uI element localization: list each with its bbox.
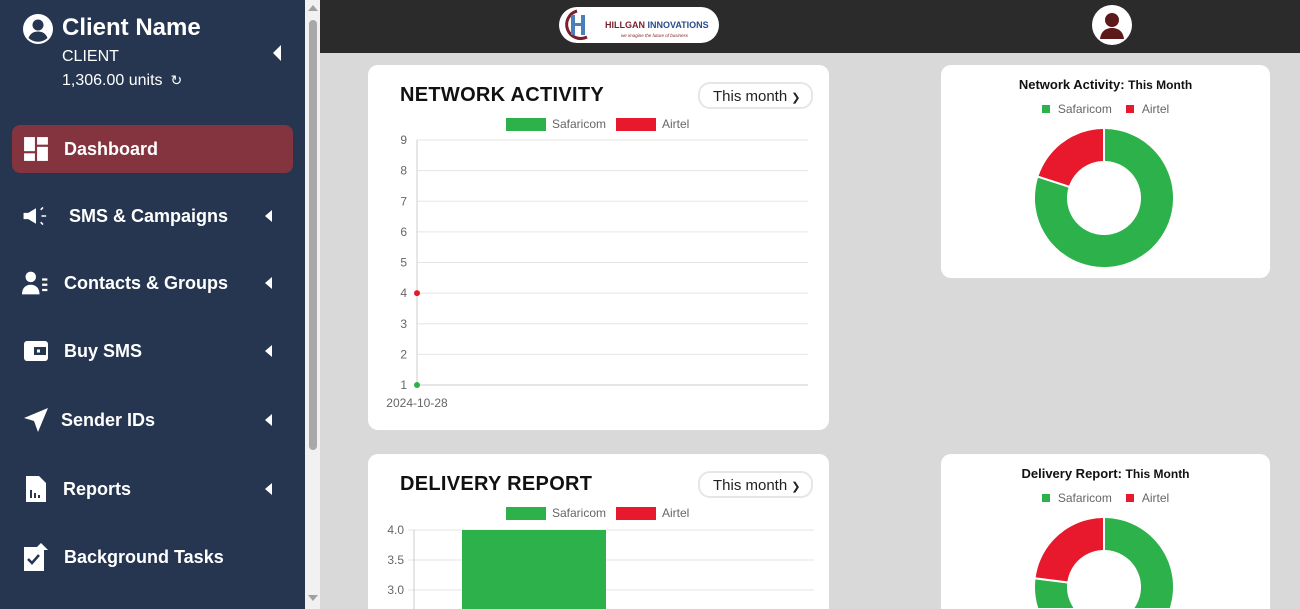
user-circle-icon: [23, 14, 53, 44]
y-tick-label: 5: [400, 256, 407, 270]
y-tick-label: 8: [400, 164, 407, 178]
units-balance: 1,306.00 units ↻: [62, 72, 182, 90]
data-point-safaricom: [414, 382, 420, 388]
legend-safaricom[interactable]: Safaricom: [1041, 102, 1112, 116]
sidebar-item-background-tasks[interactable]: Background Tasks: [12, 533, 293, 581]
scrollbar-thumb[interactable]: [309, 20, 317, 450]
megaphone-icon: [22, 202, 50, 230]
donut-title: Delivery Report: This Month: [941, 466, 1270, 481]
dashboard-icon: [22, 135, 50, 163]
y-tick-label: 6: [400, 225, 407, 239]
y-tick-label: 9: [400, 133, 407, 147]
sidebar-item-contacts-groups[interactable]: Contacts & Groups: [12, 259, 293, 307]
y-tick-label: 3.5: [387, 553, 404, 567]
legend-label: Airtel: [662, 506, 689, 520]
donut-title-text: Delivery Report:: [1021, 466, 1122, 481]
chevron-down-icon: ❯: [791, 481, 801, 493]
svg-text:we imagine the future of busin: we imagine the future of business: [621, 33, 689, 38]
units-value: 1,306.00 units: [62, 72, 163, 89]
delivery-report-card: DELIVERY REPORT This month ❯ Safaricom Air…: [368, 454, 829, 609]
sidebar: Client Name CLIENT 1,306.00 units ↻ Dashb…: [0, 0, 305, 609]
period-select[interactable]: This month ❯: [698, 82, 813, 109]
caret-left-icon: [265, 210, 272, 222]
sidebar-item-sender-ids[interactable]: Sender IDs: [12, 396, 293, 444]
sidebar-item-dashboard[interactable]: Dashboard: [12, 125, 293, 173]
y-tick-label: 4: [400, 286, 407, 300]
card-title: NETWORK ACTIVITY: [400, 84, 605, 106]
caret-left-icon: [265, 277, 272, 289]
x-tick-label: 2024-10-28: [386, 396, 448, 410]
legend-label: Safaricom: [552, 506, 606, 520]
client-role: CLIENT: [62, 48, 119, 65]
paper-plane-icon: [22, 406, 50, 434]
top-bar: HILLGAN INNOVATIONS we imagine the futur…: [320, 0, 1300, 53]
card-title: DELIVERY REPORT: [400, 473, 593, 495]
legend-label: Safaricom: [552, 117, 606, 131]
collapse-sidebar-button[interactable]: [273, 45, 281, 61]
y-tick-label: 2: [400, 347, 407, 361]
sidebar-item-label: Background Tasks: [64, 546, 224, 567]
data-point-airtel: [414, 290, 420, 297]
legend-swatch: [506, 507, 546, 520]
legend-label: Airtel: [662, 117, 689, 131]
sidebar-scrollbar[interactable]: [305, 0, 320, 609]
y-tick-label: 7: [400, 194, 407, 208]
refresh-icon[interactable]: ↻: [170, 72, 183, 88]
bar-safaricom: [462, 530, 606, 609]
sidebar-item-reports[interactable]: Reports: [12, 465, 293, 513]
legend-airtel[interactable]: Airtel: [1125, 102, 1169, 116]
legend-swatch: [506, 118, 546, 131]
donut-legend: Safaricom Airtel: [941, 102, 1270, 116]
sidebar-item-label: Dashboard: [64, 138, 159, 159]
contacts-icon: [22, 269, 50, 297]
wallet-icon: [22, 337, 50, 365]
donut-slice-airtel: [1033, 516, 1105, 584]
network-activity-card: NETWORK ACTIVITY This month ❯ Safaricom Ai…: [368, 65, 829, 430]
donut-legend: Safaricom Airtel: [941, 491, 1270, 505]
scroll-down-icon[interactable]: [308, 595, 318, 601]
delivery-donut-chart: [1033, 516, 1175, 609]
donut-slice-airtel: [1036, 127, 1105, 188]
sidebar-item-label: Contacts & Groups: [64, 272, 229, 293]
period-select-value: This month: [713, 477, 788, 494]
network-donut-card: Network Activity: This Month Safaricom Ai…: [941, 65, 1270, 278]
caret-left-icon: [265, 483, 272, 495]
delivery-bar-chart: Safaricom Airtel 4.0 3.5 3.0: [387, 506, 814, 609]
y-tick-label: 1: [400, 378, 407, 392]
sidebar-item-label: Sender IDs: [61, 409, 156, 430]
chevron-down-icon: ❯: [791, 92, 801, 104]
y-tick-label: 3: [400, 317, 407, 331]
report-file-icon: [22, 475, 50, 503]
network-activity-line-chart: Safaricom Airtel 1 2 3 4 5 6 7 8 9 2024-10-28: [386, 117, 808, 410]
donut-subtitle: This Month: [1128, 78, 1193, 92]
legend-swatch: [616, 118, 656, 131]
sidebar-item-label: SMS & Campaigns: [69, 205, 229, 226]
legend-safaricom[interactable]: Safaricom: [1041, 491, 1112, 505]
legend-swatch: [616, 507, 656, 520]
period-select-value: This month: [713, 88, 788, 105]
sidebar-item-label: Reports: [63, 478, 132, 499]
svg-text:HILLGAN INNOVATIONS: HILLGAN INNOVATIONS: [605, 20, 709, 30]
scroll-up-icon[interactable]: [308, 5, 318, 11]
sidebar-item-label: Buy SMS: [64, 340, 143, 361]
y-tick-label: 3.0: [387, 583, 404, 597]
y-tick-label: 4.0: [387, 523, 404, 537]
client-name: Client Name: [62, 14, 201, 41]
user-profile-icon[interactable]: [1092, 5, 1132, 45]
donut-title-text: Network Activity:: [1018, 77, 1125, 92]
delivery-donut-card: Delivery Report: This Month Safaricom Air…: [941, 454, 1270, 609]
sidebar-item-sms-campaigns[interactable]: SMS & Campaigns: [12, 192, 293, 240]
clipboard-check-icon: [22, 543, 50, 571]
legend-airtel[interactable]: Airtel: [1125, 491, 1169, 505]
company-logo[interactable]: HILLGAN INNOVATIONS we imagine the futur…: [559, 7, 719, 43]
donut-title: Network Activity: This Month: [941, 77, 1270, 92]
period-select[interactable]: This month ❯: [698, 471, 813, 498]
caret-left-icon: [265, 345, 272, 357]
sidebar-item-buy-sms[interactable]: Buy SMS: [12, 327, 293, 375]
donut-subtitle: This Month: [1125, 467, 1190, 481]
network-donut-chart: [1033, 127, 1175, 269]
caret-left-icon: [265, 414, 272, 426]
